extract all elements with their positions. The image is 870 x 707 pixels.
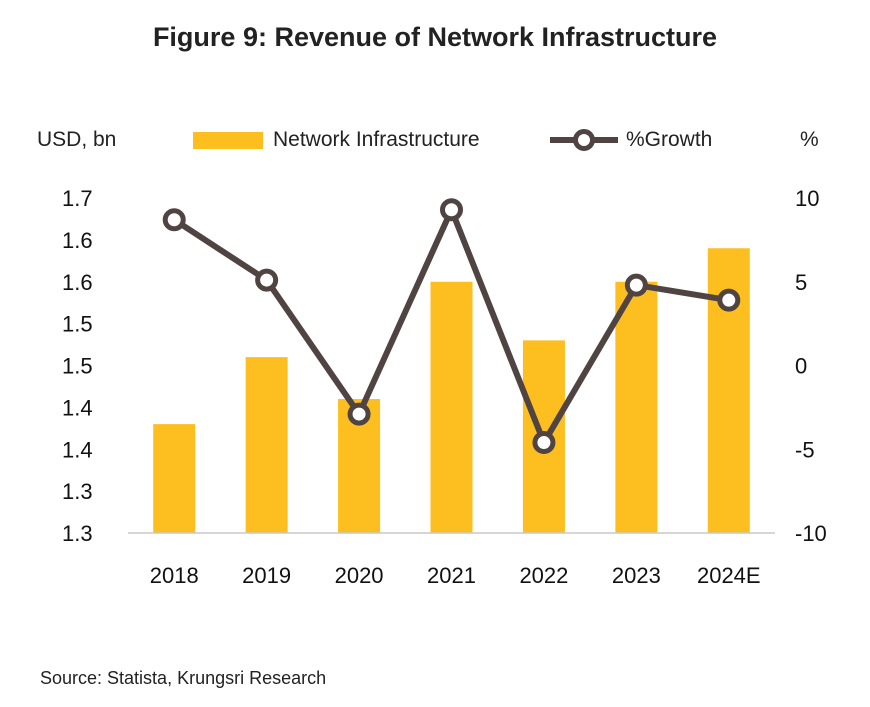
legend: Network Infrastructure %Growth — [0, 122, 870, 158]
left-tick-label: 1.5 — [62, 354, 93, 379]
bar-2021 — [430, 281, 473, 533]
left-tick-label: 1.5 — [62, 312, 93, 337]
growth-point-2020 — [347, 402, 371, 426]
legend-bar-swatch — [193, 131, 263, 149]
left-tick-label: 1.6 — [62, 270, 93, 295]
bar-2018 — [153, 424, 196, 533]
left-tick-label: 1.7 — [62, 186, 93, 211]
growth-point-2022 — [532, 431, 556, 455]
growth-point-2019 — [255, 268, 279, 292]
growth-point-2018 — [162, 208, 186, 232]
left-tick-label: 1.3 — [62, 521, 93, 546]
x-tick-label: 2019 — [242, 563, 291, 588]
right-tick-label: -10 — [795, 521, 827, 546]
bar-2023 — [615, 281, 658, 533]
chart-title: Figure 9: Revenue of Network Infrastruct… — [152, 22, 718, 52]
legend-line-swatch — [550, 129, 618, 151]
x-tick-label: 2020 — [335, 563, 384, 588]
legend-item-bar: Network Infrastructure — [193, 122, 480, 158]
left-tick-label: 1.3 — [62, 479, 93, 504]
left-tick-label: 1.6 — [62, 228, 93, 253]
left-axis-unit: USD, bn — [37, 128, 117, 151]
right-tick-label: 5 — [795, 270, 807, 295]
x-tick-label: 2022 — [519, 563, 568, 588]
left-tick-label: 1.4 — [62, 437, 93, 462]
legend-label-bar: Network Infrastructure — [273, 128, 480, 151]
growth-point-2024E — [717, 288, 741, 312]
right-axis-unit: % — [800, 128, 819, 151]
bar-2019 — [245, 357, 288, 533]
right-tick-label: -5 — [795, 437, 815, 462]
x-tick-label: 2021 — [427, 563, 476, 588]
x-tick-label: 2024E — [697, 563, 761, 588]
right-tick-label: 0 — [795, 354, 807, 379]
source-note: Source: Statista, Krungsri Research — [40, 668, 327, 688]
x-tick-label: 2018 — [150, 563, 199, 588]
growth-point-2023 — [624, 273, 648, 297]
left-tick-label: 1.4 — [62, 395, 93, 420]
legend-item-line: %Growth — [548, 122, 712, 158]
x-tick-label: 2023 — [612, 563, 661, 588]
growth-point-2021 — [440, 198, 463, 222]
legend-label-line: %Growth — [626, 128, 713, 151]
right-tick-label: 10 — [795, 186, 819, 211]
